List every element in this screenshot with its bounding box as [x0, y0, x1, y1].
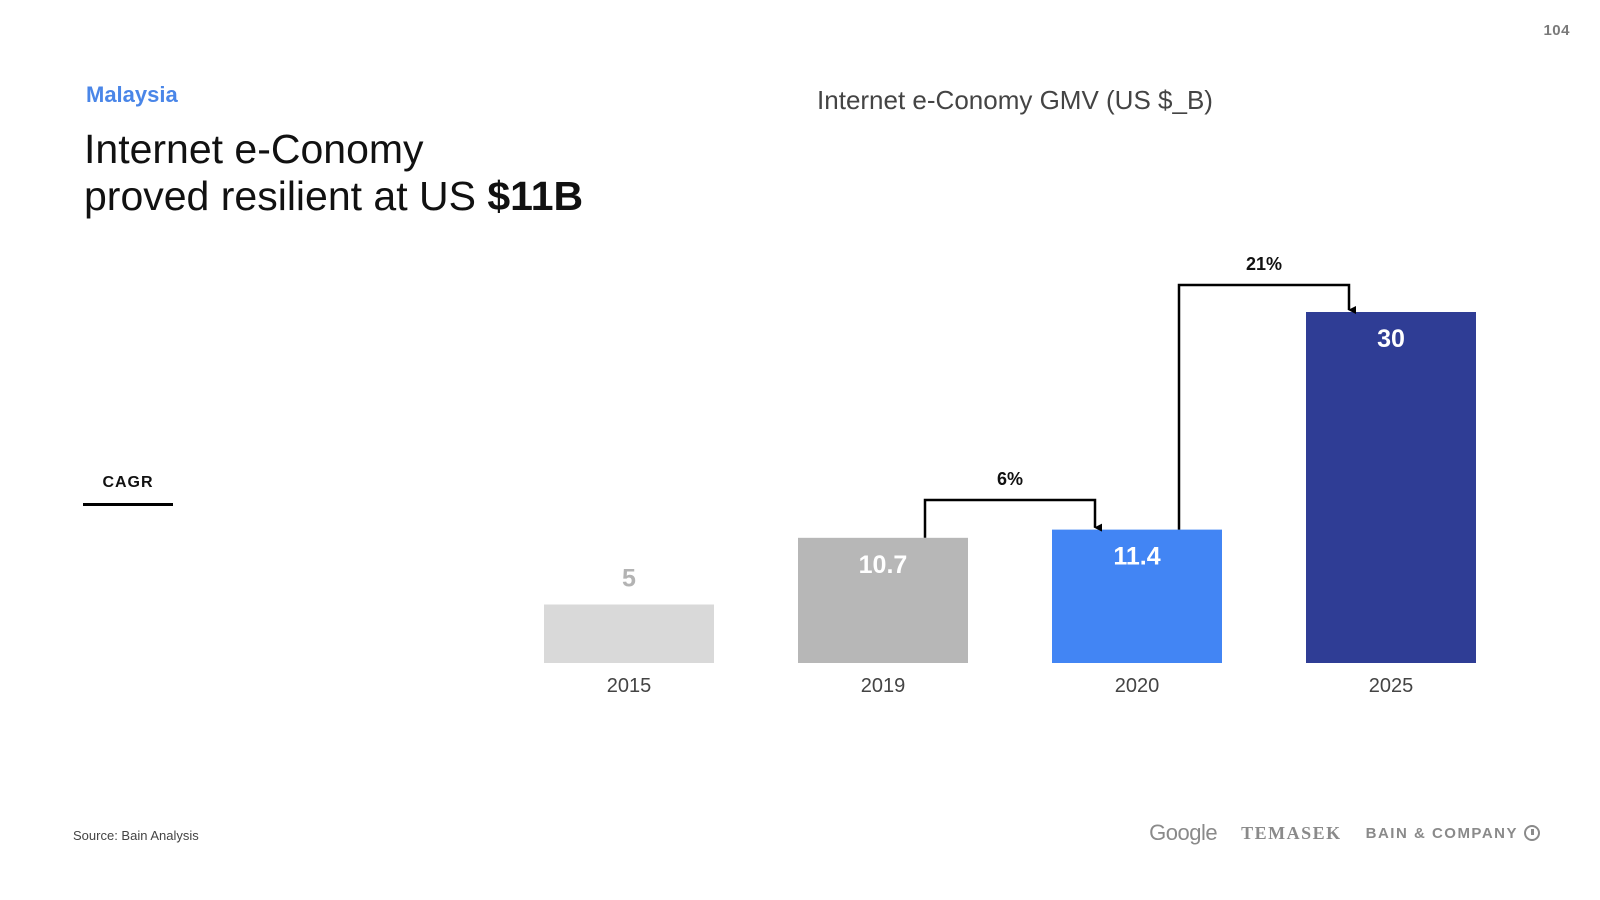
temasek-logo: TEMASEK	[1241, 822, 1342, 843]
bar-2025	[1306, 312, 1476, 663]
value-label-2025: 30	[1377, 325, 1405, 353]
cagr-legend-underline	[83, 503, 173, 506]
partner-logos: Google TEMASEK BAIN & COMPANY	[1149, 820, 1540, 846]
source-note: Source: Bain Analysis	[73, 828, 199, 843]
value-label-2020: 11.4	[1113, 543, 1160, 571]
bar-2015	[544, 604, 714, 663]
x-tick-label-2015: 2015	[607, 675, 652, 697]
value-label-2019: 10.7	[859, 551, 908, 579]
cagr-label-2019-2020: 6%	[997, 469, 1023, 489]
bain-logo-text: BAIN & COMPANY	[1365, 824, 1518, 842]
headline-highlight-value: $11B	[487, 173, 584, 219]
bar-2020	[1052, 529, 1222, 663]
value-label-2015: 5	[622, 565, 636, 593]
bain-mark-icon	[1524, 825, 1540, 841]
cagr-legend-label: CAGR	[102, 474, 154, 491]
page-title: Internet e-Conomy proved resilient at US…	[84, 126, 583, 220]
country-label: Malaysia	[86, 82, 178, 107]
headline-line-2: proved resilient at US $11B	[84, 173, 583, 220]
bar-2019	[798, 537, 968, 663]
page-number: 104	[1543, 22, 1570, 39]
cagr-arrow-2019-2020	[923, 498, 1102, 538]
headline-line-1: Internet e-Conomy	[84, 126, 424, 172]
google-logo: Google	[1149, 820, 1218, 845]
x-tick-label-2020: 2020	[1115, 675, 1160, 697]
cagr-arrow-2020-2025	[1177, 283, 1356, 530]
headline-line-2-prefix: proved resilient at US	[84, 173, 488, 219]
cagr-label-2020-2025: 21%	[1246, 254, 1282, 274]
bain-logo: BAIN & COMPANY	[1366, 825, 1540, 842]
chart-title: Internet e-Conomy GMV (US $_B)	[817, 85, 1213, 115]
x-tick-label-2025: 2025	[1369, 675, 1414, 697]
x-tick-label-2019: 2019	[861, 675, 906, 697]
